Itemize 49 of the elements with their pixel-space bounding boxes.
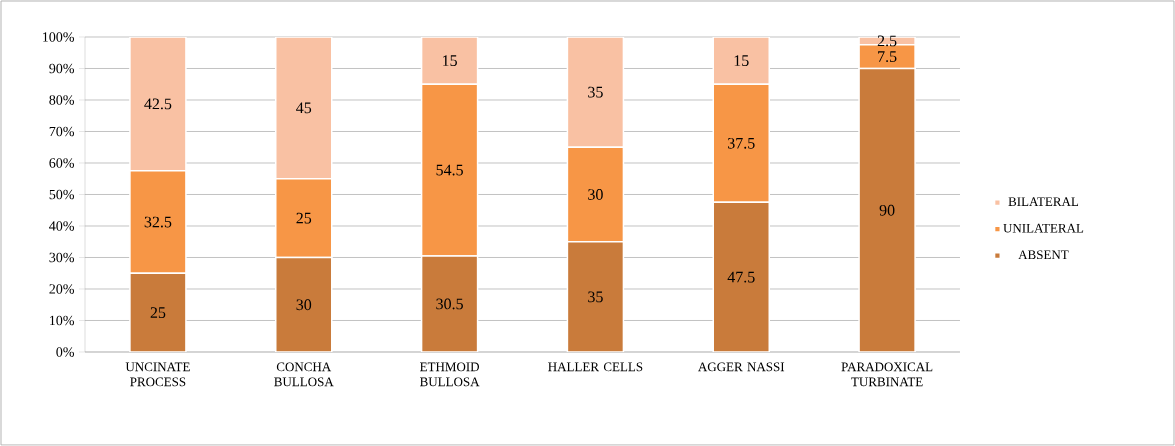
y-tick-label: 70% <box>49 126 74 137</box>
data-label: 45 <box>296 102 312 114</box>
y-tick-label: 50% <box>49 189 74 200</box>
data-label: 35 <box>588 86 603 98</box>
x-tick-label: CONCHA BULLOSA <box>274 362 334 387</box>
y-tick-label: 40% <box>49 221 74 231</box>
bar <box>420 36 479 85</box>
data-label: 37.5 <box>728 137 755 149</box>
data-label: 54.5 <box>436 164 463 176</box>
y-tick-label: 10% <box>50 315 74 326</box>
y-tick-label: 100% <box>43 32 74 42</box>
bar <box>129 272 187 352</box>
y-tick-label: 90% <box>49 63 74 74</box>
legend-label: BILATERAL <box>1008 197 1079 206</box>
y-tick-label: 0% <box>56 347 74 357</box>
data-label: 30.5 <box>436 298 463 310</box>
bar <box>712 201 770 352</box>
x-tick-label: AGGER NASSI <box>698 362 785 372</box>
y-tick-label: 20% <box>49 284 74 294</box>
legend-label: UNILATERAL <box>1003 223 1084 233</box>
data-label: 42.5 <box>144 98 172 110</box>
y-tick-label: 80% <box>49 95 74 105</box>
data-label: 25 <box>296 212 312 224</box>
bar <box>566 36 625 148</box>
y-tick-label: 30% <box>49 252 74 263</box>
data-label: 30 <box>296 299 312 311</box>
bar <box>566 240 625 352</box>
data-label: 30 <box>588 189 603 200</box>
bar <box>275 256 333 352</box>
data-label: 15 <box>443 55 457 66</box>
bar <box>858 67 916 352</box>
bar <box>712 36 770 85</box>
data-label: 7.5 <box>878 51 897 63</box>
x-tick-label: HALLER CELLS <box>548 362 643 372</box>
data-label: 25 <box>150 307 166 318</box>
bar <box>420 255 479 352</box>
data-label: 32.5 <box>144 216 172 228</box>
x-tick-label: UNCINATE PROCESS <box>125 362 190 387</box>
data-label: 2.5 <box>877 35 897 47</box>
bar <box>275 36 333 180</box>
x-tick-label: ETHMOID BULLOSA <box>419 362 480 387</box>
x-tick-label: PARADOXICAL TURBINATE <box>841 362 933 387</box>
y-tick-label: 60% <box>49 158 74 168</box>
legend-label: ABSENT <box>1018 250 1069 260</box>
data-label: 90 <box>879 204 895 216</box>
data-label: 35 <box>588 291 603 303</box>
data-label: 15 <box>734 55 749 66</box>
data-label: 47.5 <box>727 271 755 283</box>
bar <box>129 36 187 172</box>
